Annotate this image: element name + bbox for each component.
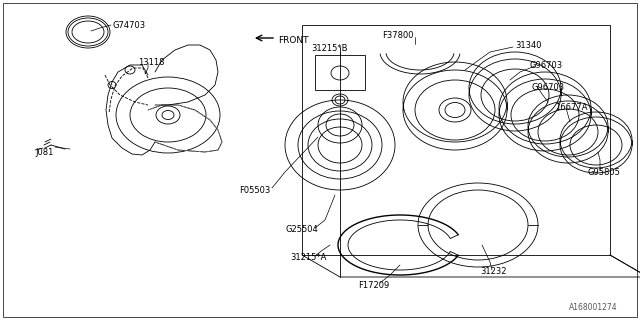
Text: 31232: 31232 <box>480 268 506 276</box>
Text: F17209: F17209 <box>358 281 389 290</box>
Text: G96703: G96703 <box>532 83 565 92</box>
Text: F37800: F37800 <box>382 30 413 39</box>
Text: G74703: G74703 <box>112 20 145 29</box>
Text: A168001274: A168001274 <box>570 303 618 312</box>
Text: 31340: 31340 <box>515 41 541 50</box>
Text: J081: J081 <box>35 148 53 156</box>
Text: 31215*A: 31215*A <box>290 253 326 262</box>
Text: 16677A: 16677A <box>555 102 588 111</box>
Text: 13118: 13118 <box>138 58 164 67</box>
Text: G25504: G25504 <box>285 226 317 235</box>
Text: F05503: F05503 <box>239 186 270 195</box>
Text: G96703: G96703 <box>530 60 563 69</box>
Text: G95805: G95805 <box>588 167 621 177</box>
Text: FRONT: FRONT <box>278 36 308 44</box>
FancyBboxPatch shape <box>315 55 365 90</box>
Text: 31215*B: 31215*B <box>312 44 348 52</box>
